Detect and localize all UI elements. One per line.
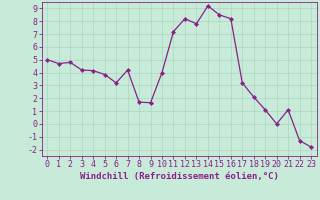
X-axis label: Windchill (Refroidissement éolien,°C): Windchill (Refroidissement éolien,°C) (80, 172, 279, 181)
